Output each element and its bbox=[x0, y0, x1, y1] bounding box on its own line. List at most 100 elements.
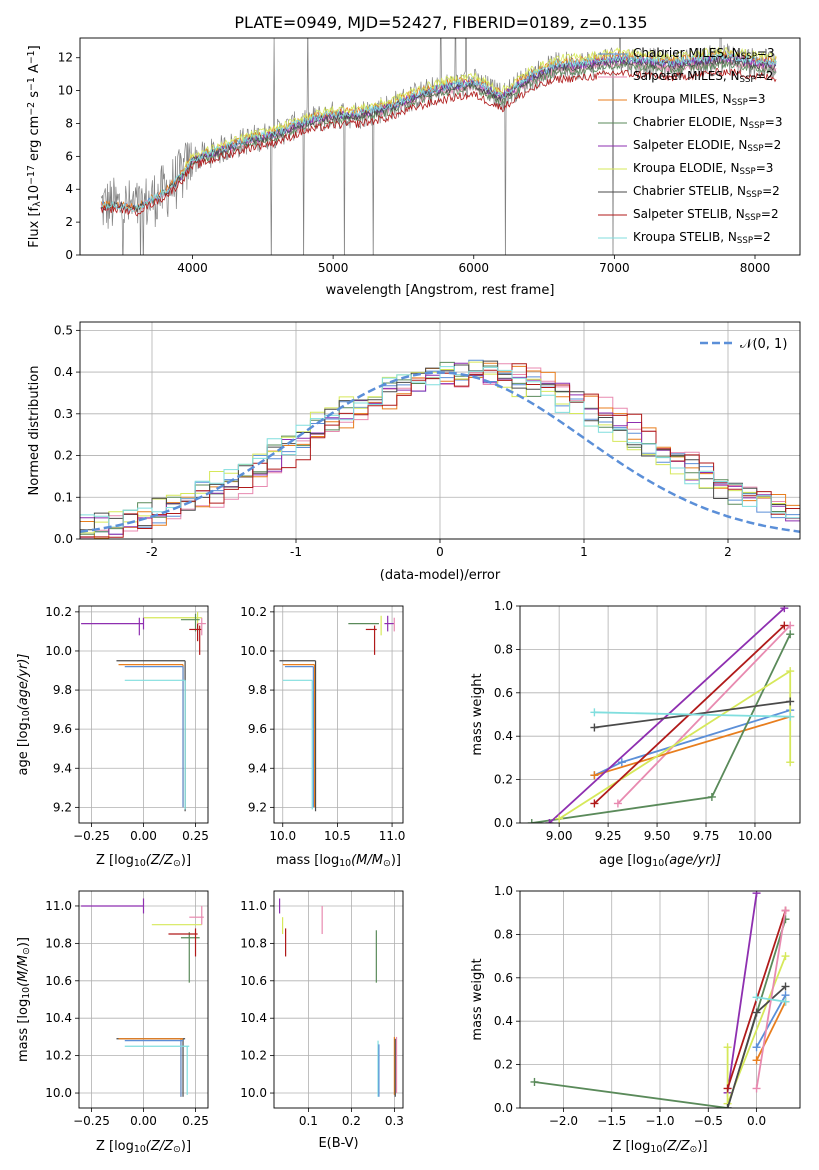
label-part: Chabrier STELIB, N bbox=[633, 184, 746, 198]
x-tick-label: 2 bbox=[724, 545, 732, 559]
weight-line-chabrier-miles bbox=[755, 994, 787, 1048]
y-axis-label: age [log10(age/yr)] bbox=[16, 654, 32, 776]
x-tick-label: 0.25 bbox=[182, 829, 209, 843]
label-part: =2 bbox=[756, 69, 774, 83]
label-part: erg cm bbox=[27, 116, 42, 165]
weight-line-kroupa-miles bbox=[594, 715, 791, 777]
legend-entry: Chabrier STELIB, NSSP=2 bbox=[633, 184, 780, 200]
y-tick-label: 10.2 bbox=[45, 1049, 72, 1063]
x-tick-label: 8000 bbox=[740, 261, 771, 275]
legend-entry: 𝒩(0, 1) bbox=[740, 337, 787, 352]
label-part: Chabrier ELODIE, N bbox=[633, 115, 749, 129]
axes-frame bbox=[79, 37, 801, 256]
y-tick-label: 10.0 bbox=[240, 1086, 267, 1100]
y-tick-label: 9.8 bbox=[53, 683, 72, 697]
label-part: =2 bbox=[753, 230, 771, 244]
label-part: ] bbox=[27, 45, 42, 50]
x-tick-label: 0.25 bbox=[182, 1114, 209, 1128]
label-part: )] bbox=[181, 1139, 191, 1154]
y-tick-label: 11.0 bbox=[240, 899, 267, 913]
y-axis-label: Normed distribution bbox=[27, 366, 42, 496]
weight-line-salpeter-elodie bbox=[548, 607, 785, 823]
x-axis-label: Z [log10(Z/Z⊙)] bbox=[96, 853, 191, 869]
label-part: ⊙ bbox=[21, 947, 32, 955]
label-part: Salpeter STELIB, N bbox=[633, 207, 745, 221]
label-part: Salpeter ELODIE, N bbox=[633, 138, 747, 152]
weight-line-chabrier-elodie bbox=[534, 918, 787, 1108]
y-tick-label: 9.8 bbox=[248, 683, 267, 697]
label-part: 10 bbox=[134, 858, 146, 869]
y-tick-label: 0.6 bbox=[494, 971, 513, 985]
legend-entry: Kroupa ELODIE, NSSP=3 bbox=[633, 161, 773, 177]
x-tick-label: 9.25 bbox=[595, 829, 622, 843]
label-part: mass [log bbox=[276, 853, 339, 868]
legend-entry: Chabrier MILES, NSSP=3 bbox=[633, 46, 775, 62]
label-part: =2 bbox=[761, 207, 779, 221]
label-part: (age/yr)] bbox=[664, 853, 721, 868]
label-part: ⊙ bbox=[690, 1144, 698, 1155]
model-spectrum-kroupa-miles bbox=[100, 50, 777, 212]
x-tick-label: −1.0 bbox=[645, 1114, 674, 1128]
x-tick-label: -2 bbox=[146, 545, 158, 559]
label-part: s bbox=[27, 91, 42, 102]
label-part: 10 bbox=[652, 858, 664, 869]
x-tick-label: −1.5 bbox=[597, 1114, 626, 1128]
y-tick-label: 0.8 bbox=[494, 642, 513, 656]
observed-spectrum bbox=[100, 38, 777, 255]
normal-distribution-curve bbox=[80, 371, 800, 533]
x-axis-label: age [log10(age/yr)] bbox=[599, 853, 721, 869]
y-axis-label: mass [log10(M/M⊙)] bbox=[16, 937, 32, 1062]
y-tick-label: 0.8 bbox=[494, 927, 513, 941]
label-part: Kroupa MILES, N bbox=[633, 92, 732, 106]
label-part: SSP bbox=[732, 98, 748, 108]
x-axis-label: wavelength [Angstrom, rest frame] bbox=[326, 283, 555, 298]
label-part: ⊙ bbox=[173, 858, 181, 869]
y-tick-label: 10.2 bbox=[240, 605, 267, 619]
axes-frame bbox=[273, 890, 404, 1109]
x-tick-label: 0.00 bbox=[130, 1114, 157, 1128]
residual-histogram-panel: -2 -1 0 1 2 0.0 0.1 0.2 0.3 0.4 0.5 (data-model)/er… bbox=[27, 321, 801, 583]
plot-area bbox=[527, 606, 795, 823]
y-tick-label: 9.2 bbox=[248, 800, 267, 814]
label-part: Flux [f bbox=[27, 206, 42, 247]
label-part: )] bbox=[697, 1139, 707, 1154]
label-part: Chabrier MILES, N bbox=[633, 46, 741, 60]
x-axis-label: E(B-V) bbox=[318, 1136, 358, 1151]
x-tick-label: −0.5 bbox=[694, 1114, 723, 1128]
plot-area bbox=[278, 898, 398, 1097]
label-part: Salpeter MILES, N bbox=[633, 69, 740, 83]
label-part: 10 bbox=[27, 185, 42, 202]
figure-title: PLATE=0949, MJD=52427, FIBERID=0189, z=0… bbox=[234, 13, 647, 32]
label-part: SSP bbox=[746, 190, 762, 200]
x-tick-label: −0.25 bbox=[73, 1114, 110, 1128]
x-tick-label: 10.5 bbox=[324, 829, 351, 843]
x-axis-label: mass [log10(M/M⊙)] bbox=[276, 853, 401, 869]
label-part: 10 bbox=[21, 710, 32, 722]
y-tick-label: 10.6 bbox=[240, 974, 267, 988]
x-axis-label: Z [log10(Z/Z⊙)] bbox=[612, 1139, 707, 1155]
y-tick-label: 10.2 bbox=[45, 605, 72, 619]
y-tick-label: 10.6 bbox=[45, 974, 72, 988]
label-part: Kroupa ELODIE, N bbox=[633, 161, 740, 175]
label-part: 10 bbox=[21, 987, 32, 999]
y-tick-label: 0.3 bbox=[54, 407, 73, 421]
x-tick-label: 9.00 bbox=[546, 829, 573, 843]
model-spectrum-chabrier-stelib bbox=[100, 55, 777, 213]
x-tick-label: 1 bbox=[580, 545, 588, 559]
weight-line-kroupa-miles bbox=[755, 1001, 787, 1061]
label-part: =2 bbox=[764, 138, 782, 152]
plot-area bbox=[530, 891, 790, 1108]
y-tick-label: 0.0 bbox=[494, 1101, 513, 1115]
label-part: =3 bbox=[757, 46, 775, 60]
label-part: 10 bbox=[339, 858, 351, 869]
x-tick-label: 10.0 bbox=[269, 829, 296, 843]
x-tick-label: −2.0 bbox=[549, 1114, 578, 1128]
y-tick-label: 10.4 bbox=[240, 1011, 267, 1025]
y-tick-label: 1.0 bbox=[494, 884, 513, 898]
weight-vs-age-panel: 9.00 9.25 9.50 9.75 10.00 0.0 0.2 0.4 0.6 0.8 1.0 m… bbox=[470, 599, 801, 869]
age-vs-metallicity-panel: −0.25 0.00 0.259.29.49.69.810.010.2Z [log1… bbox=[16, 605, 209, 869]
x-axis-label: (data-model)/error bbox=[380, 568, 501, 583]
weight-vs-metallicity-panel: −2.0 −1.5 −1.0 −0.5 0.0 0.0 0.2 0.4 0.6 0.8 1.0 mas… bbox=[470, 884, 801, 1155]
